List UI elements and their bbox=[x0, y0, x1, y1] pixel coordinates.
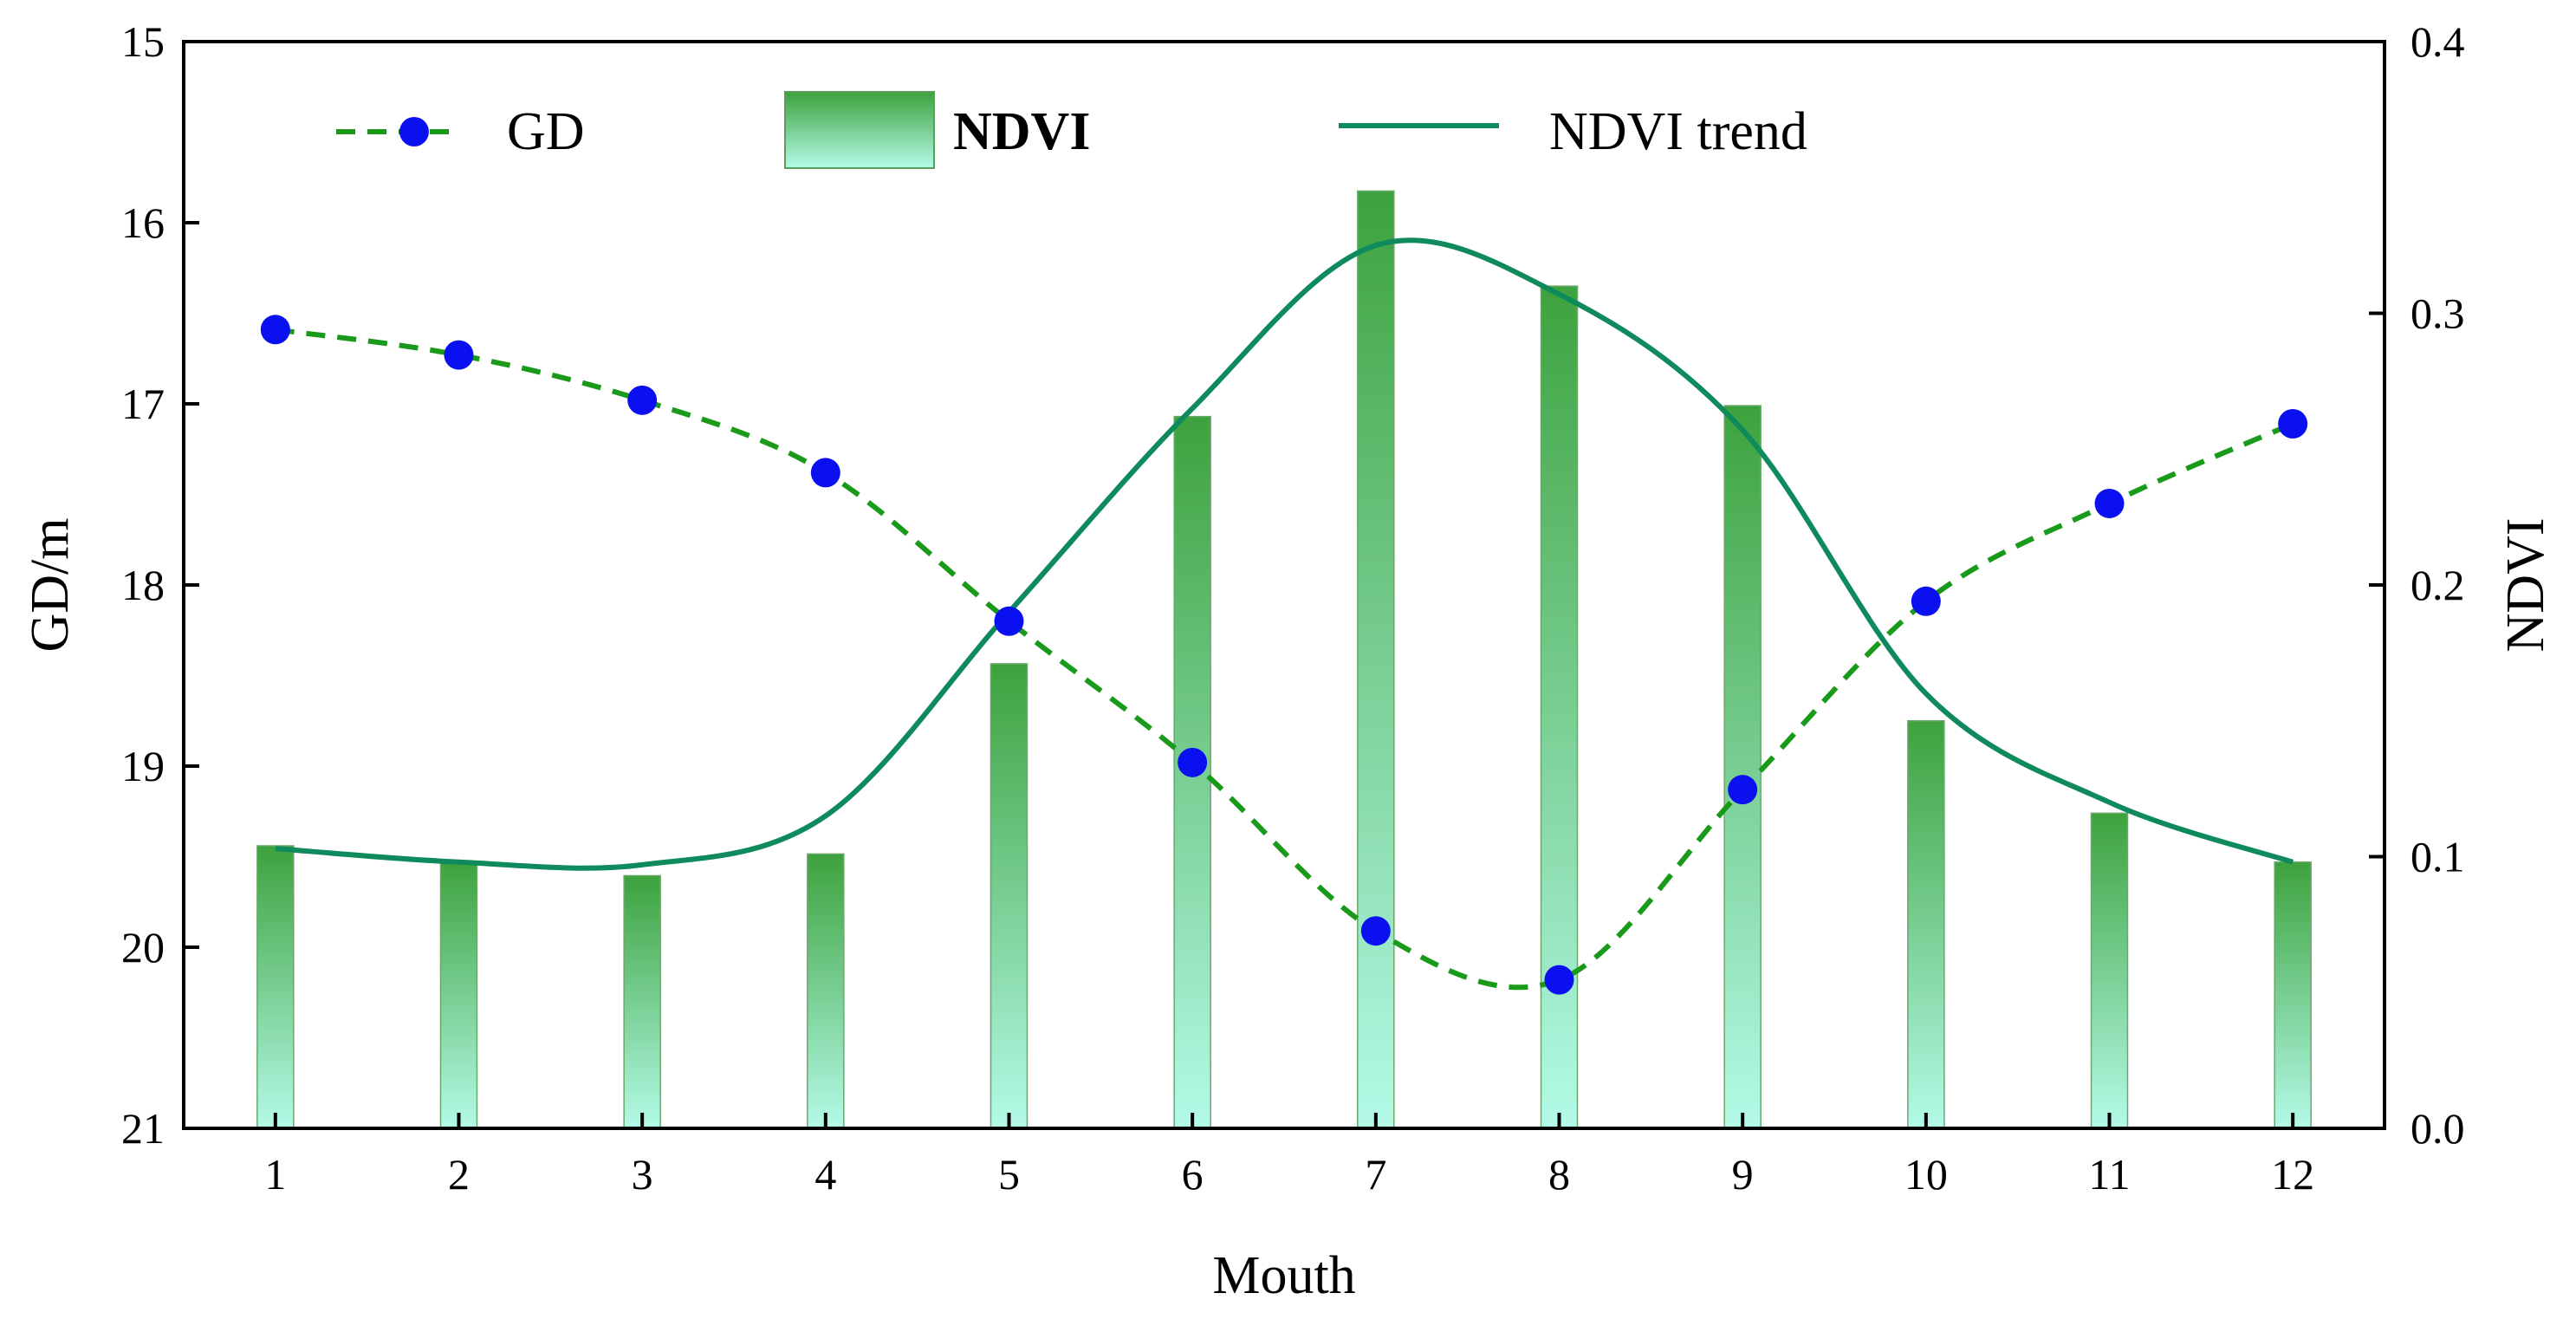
gd-point-12 bbox=[2278, 408, 2308, 439]
ndvi-bar-1 bbox=[256, 845, 295, 1129]
plot-frame bbox=[182, 40, 2386, 1130]
right-tick-label-0.4: 0.4 bbox=[2411, 17, 2465, 66]
ndvi-bar-11 bbox=[2090, 812, 2129, 1129]
x-tick-label-1: 1 bbox=[264, 1150, 286, 1199]
x-tick-label-10: 10 bbox=[1904, 1150, 1948, 1199]
gd-point-1 bbox=[260, 315, 290, 345]
ndvi-bar-2 bbox=[439, 861, 478, 1129]
left-tick-label-16: 16 bbox=[121, 198, 165, 247]
x-tick-label-6: 6 bbox=[1182, 1150, 1204, 1199]
ndvi-bar-12 bbox=[2274, 861, 2312, 1129]
ndvi-trend-layer bbox=[275, 237, 2294, 871]
x-tick-label-5: 5 bbox=[998, 1150, 1020, 1199]
legend-gd-marker bbox=[399, 117, 429, 146]
right-tick-label-0.3: 0.3 bbox=[2411, 289, 2465, 338]
x-tick-label-11: 11 bbox=[2088, 1150, 2130, 1199]
gd-point-3 bbox=[627, 385, 658, 415]
gd-point-11 bbox=[2094, 488, 2125, 518]
gd-point-7 bbox=[1360, 916, 1391, 946]
gd-point-4 bbox=[810, 458, 840, 488]
gd-point-8 bbox=[1544, 965, 1574, 995]
ndvi-bars bbox=[256, 190, 2312, 1129]
right-axis-title: NDVI bbox=[2496, 518, 2555, 653]
x-axis-title: Mouth bbox=[1212, 1246, 1355, 1305]
gd-point-6 bbox=[1178, 747, 1208, 777]
ndvi-bar-3 bbox=[623, 874, 661, 1129]
left-axis-title: GD/m bbox=[21, 518, 80, 653]
x-tick-label-3: 3 bbox=[632, 1150, 653, 1199]
left-tick-label-19: 19 bbox=[121, 742, 165, 790]
left-tick-label-21: 21 bbox=[121, 1104, 165, 1153]
ndvi-bar-5 bbox=[990, 663, 1028, 1129]
x-tick-label-2: 2 bbox=[448, 1150, 470, 1199]
left-tick-label-18: 18 bbox=[121, 561, 165, 609]
right-tick-label-0.0: 0.0 bbox=[2411, 1104, 2465, 1153]
ndvi-bar-9 bbox=[1723, 405, 1762, 1129]
x-tick-label-12: 12 bbox=[2271, 1150, 2314, 1199]
ndvi-trend-line bbox=[275, 237, 2294, 871]
ndvi-bar-8 bbox=[1540, 285, 1579, 1129]
gd-point-10 bbox=[1911, 586, 1941, 616]
ndvi-bar-10 bbox=[1907, 720, 1945, 1129]
legend-ndvi-swatch bbox=[784, 91, 935, 169]
x-tick-label-9: 9 bbox=[1732, 1150, 1754, 1199]
ndvi-bar-4 bbox=[807, 853, 845, 1129]
right-tick-label-0.1: 0.1 bbox=[2411, 833, 2465, 881]
left-tick-label-20: 20 bbox=[121, 923, 165, 971]
legend-gd-label: GD bbox=[507, 102, 585, 161]
ndvi-bar-7 bbox=[1357, 190, 1395, 1129]
right-tick-label-0.2: 0.2 bbox=[2411, 561, 2465, 609]
legend-ndvi-label: NDVI bbox=[953, 102, 1090, 161]
gd-point-9 bbox=[1728, 775, 1758, 805]
x-tick-label-7: 7 bbox=[1365, 1150, 1386, 1199]
x-tick-label-8: 8 bbox=[1548, 1150, 1570, 1199]
gd-layer bbox=[260, 315, 2308, 995]
legend-trend-label: NDVI trend bbox=[1549, 102, 1807, 161]
left-tick-label-15: 15 bbox=[121, 17, 165, 66]
gd-point-2 bbox=[444, 340, 474, 370]
left-tick-label-17: 17 bbox=[121, 380, 165, 428]
legend: GD NDVI NDVI trend bbox=[336, 91, 1807, 169]
gd-point-5 bbox=[994, 606, 1024, 636]
x-tick-label-4: 4 bbox=[814, 1150, 836, 1199]
gd-line bbox=[275, 327, 2294, 991]
